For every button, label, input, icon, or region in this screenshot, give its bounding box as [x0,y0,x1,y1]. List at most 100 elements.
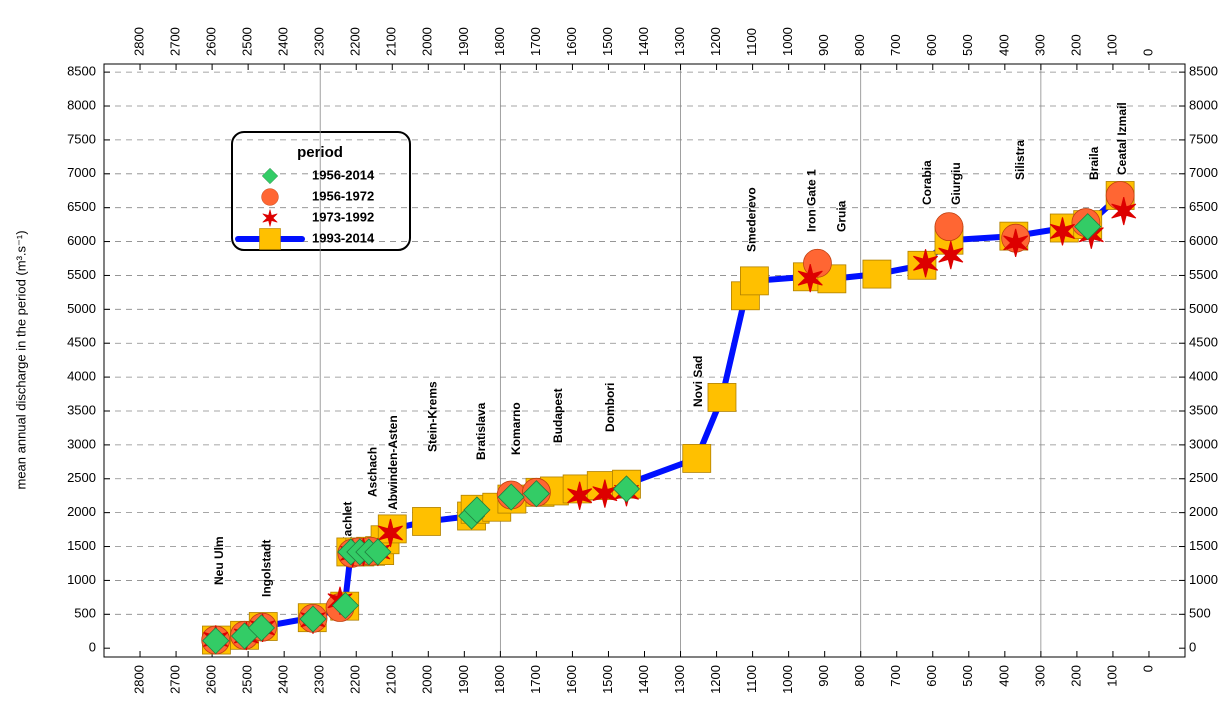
square-marker [862,259,892,289]
square-marker [740,266,769,296]
y2-tick-label: 3000 [1189,436,1218,451]
x-tick-label: 0 [1140,665,1155,672]
x-tick-label: 700 [888,665,903,687]
y2-tick-label: 7000 [1189,165,1218,180]
x-tick-label: 2000 [420,665,435,694]
y2-tick-label: 4500 [1189,335,1218,350]
x-tick-label: 2100 [384,665,399,694]
x-tick-label: 2200 [348,665,363,694]
x-tick-label: 600 [924,665,939,687]
y-tick-label: 0 [89,640,96,655]
x2-tick-label: 2100 [384,27,399,56]
x2-tick-label: 1400 [636,27,651,56]
station-label: Smederevo [744,187,758,252]
legend-label: 1956-1972 [312,188,374,203]
x-tick-label: 100 [1104,665,1119,687]
y2-tick-label: 500 [1189,606,1211,621]
x-tick-label: 500 [960,665,975,687]
station-label: Dombori [603,383,617,432]
x2-tick-label: 2800 [131,27,146,56]
y-tick-label: 6500 [67,199,96,214]
x2-tick-label: 200 [1068,34,1083,56]
y2-tick-label: 3500 [1189,402,1218,417]
x2-tick-label: 800 [852,34,867,56]
y2-tick-label: 8500 [1189,64,1218,79]
circle-marker [261,188,279,206]
star-marker [567,481,593,510]
y2-tick-label: 6500 [1189,199,1218,214]
x-tick-label: 1400 [636,665,651,694]
x2-tick-label: 0 [1140,49,1155,56]
station-label: Corabia [920,160,934,205]
x2-tick-label: 2000 [420,27,435,56]
star-marker [1111,196,1137,226]
diamond-marker [364,538,392,566]
x-tick-label: 300 [1032,665,1047,687]
station-label: Budapest [551,388,565,443]
x-tick-label: 2400 [276,665,291,694]
y-tick-label: 7500 [67,131,96,146]
x2-tick-label: 600 [924,34,939,56]
station-label: Ceatal Izmail [1115,102,1129,175]
station-label: Silistra [1013,140,1027,180]
x2-tick-label: 900 [816,34,831,56]
x-tick-label: 1000 [780,665,795,694]
x2-tick-label: 1700 [528,27,543,56]
x2-tick-label: 2700 [168,27,183,56]
x2-tick-label: 1800 [492,27,507,56]
x2-tick-label: 1600 [564,27,579,56]
diamond-marker [202,627,230,655]
station-label: Stein-Krems [426,381,440,452]
x2-tick-label: 300 [1032,34,1047,56]
star-marker [262,209,278,227]
star-marker [938,240,964,270]
star-marker [797,264,823,293]
x-tick-label: 2700 [168,665,183,694]
y2-tick-label: 5500 [1189,267,1218,282]
y-tick-label: 3500 [67,402,96,417]
y-tick-label: 4500 [67,335,96,350]
square-marker [412,507,441,536]
x-tick-label: 1200 [708,665,723,694]
y2-tick-label: 5000 [1189,301,1218,316]
x-tick-label: 800 [852,665,867,687]
station-label: Aschach [366,447,380,497]
station-label: Kachlet [341,502,355,545]
diamond-marker [463,496,491,524]
y2-tick-label: 2000 [1189,504,1218,519]
x-tick-label: 200 [1068,665,1083,687]
x2-tick-label: 2300 [312,27,327,56]
x-tick-label: 1600 [564,665,579,694]
diamond-marker [261,167,279,185]
station-label: Gruia [835,200,849,232]
y2-tick-label: 1500 [1189,538,1218,553]
x-tick-label: 1700 [528,665,543,694]
y-tick-label: 2500 [67,470,96,485]
station-label: Komarno [509,402,523,455]
legend-label: 1993-2014 [312,230,375,245]
x2-tick-label: 100 [1104,34,1119,56]
y2-tick-label: 2500 [1189,470,1218,485]
diamond-marker [247,614,276,642]
x2-tick-label: 1000 [780,27,795,56]
y2-tick-label: 7500 [1189,131,1218,146]
station-label: Neu Ulm [212,536,226,585]
x2-tick-label: 2200 [348,27,363,56]
x-tick-label: 1500 [600,665,615,694]
y-tick-label: 5000 [67,301,96,316]
x-tick-label: 2600 [204,665,219,694]
station-label: Bratislava [474,402,488,460]
legend-label: 1973-1992 [312,209,374,224]
y-tick-label: 1500 [67,538,96,553]
diamond-marker [497,483,525,511]
y-tick-label: 4000 [67,369,96,384]
y-tick-label: 1000 [67,572,96,587]
x2-tick-label: 2500 [240,27,255,56]
star-marker [913,249,939,278]
y2-tick-label: 6000 [1189,233,1218,248]
y2-tick-label: 4000 [1189,369,1218,384]
diamond-marker [331,591,359,620]
y-tick-label: 5500 [67,267,96,282]
station-label: Giurgiu [949,162,963,205]
y2-tick-label: 8000 [1189,97,1218,112]
